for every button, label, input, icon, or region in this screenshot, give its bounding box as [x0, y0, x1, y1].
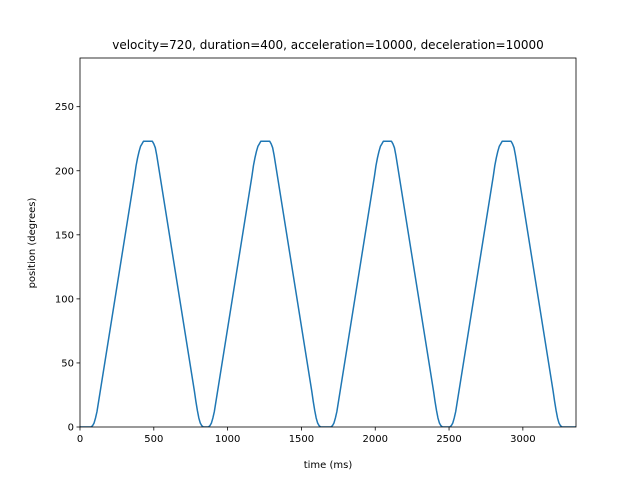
y-axis-label: position (degrees) [27, 197, 38, 288]
series-line-1 [80, 140, 576, 427]
x-tick-label: 2500 [436, 434, 461, 445]
y-tick-label: 150 [55, 230, 74, 241]
x-tick-label: 3000 [510, 434, 535, 445]
y-tick-label: 100 [55, 294, 74, 305]
plot-frame [79, 57, 577, 428]
x-tick-label: 2000 [363, 434, 388, 445]
plot-area: 0 500 1000 1500 2000 2500 3000 0 50 100 150 200 250 [55, 57, 577, 445]
y-tick-label: 50 [61, 358, 74, 369]
y-tick-label: 200 [55, 166, 74, 177]
x-tick-label: 1500 [289, 434, 314, 445]
x-tick-label: 0 [77, 434, 83, 445]
x-tick-label: 500 [144, 434, 163, 445]
x-tick-label: 1000 [215, 434, 240, 445]
x-axis-label: time (ms) [304, 460, 353, 471]
y-tick-label: 0 [68, 423, 74, 434]
y-tick-label: 250 [55, 102, 74, 113]
chart-title: velocity=720, duration=400, acceleration… [112, 38, 544, 52]
